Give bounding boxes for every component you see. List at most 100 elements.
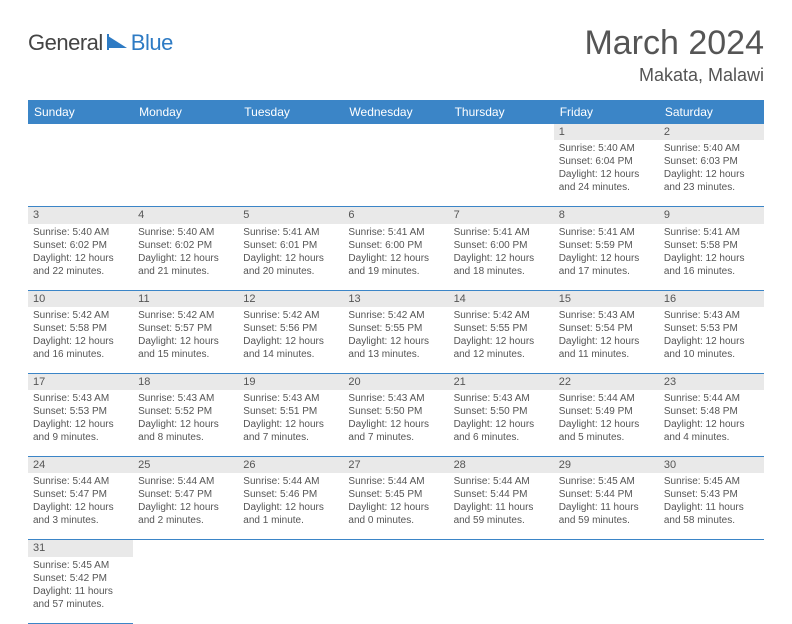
sunrise-line: Sunrise: 5:42 AM [348,309,443,322]
calendar-cell: 11Sunrise: 5:42 AMSunset: 5:57 PMDayligh… [133,290,238,373]
calendar-cell: 30Sunrise: 5:45 AMSunset: 5:43 PMDayligh… [659,457,764,540]
day-details: Sunrise: 5:45 AMSunset: 5:44 PMDaylight:… [554,473,659,539]
sunset-line: Sunset: 5:53 PM [664,322,759,335]
sunset-line: Sunset: 5:56 PM [243,322,338,335]
sunrise-line: Sunrise: 5:43 AM [454,392,549,405]
sunset-line: Sunset: 6:02 PM [33,239,128,252]
calendar-cell: 16Sunrise: 5:43 AMSunset: 5:53 PMDayligh… [659,290,764,373]
sunset-line: Sunset: 5:43 PM [664,488,759,501]
day-number: 23 [659,374,764,390]
daylight-line: Daylight: 12 hours and 21 minutes. [138,252,233,278]
day-details: Sunrise: 5:43 AMSunset: 5:53 PMDaylight:… [659,307,764,373]
sunrise-line: Sunrise: 5:45 AM [664,475,759,488]
sunset-line: Sunset: 5:50 PM [454,405,549,418]
day-number: 17 [28,374,133,390]
weekday-header: Saturday [659,100,764,124]
sunset-line: Sunset: 5:53 PM [33,405,128,418]
daylight-line: Daylight: 12 hours and 1 minute. [243,501,338,527]
sunset-line: Sunset: 5:55 PM [348,322,443,335]
sunrise-line: Sunrise: 5:43 AM [243,392,338,405]
calendar-cell: 5Sunrise: 5:41 AMSunset: 6:01 PMDaylight… [238,207,343,290]
sunrise-line: Sunrise: 5:40 AM [138,226,233,239]
sunset-line: Sunset: 5:55 PM [454,322,549,335]
sunrise-line: Sunrise: 5:43 AM [138,392,233,405]
day-details: Sunrise: 5:41 AMSunset: 6:01 PMDaylight:… [238,224,343,290]
calendar-cell [343,540,448,623]
calendar-cell: 28 Sunrise: 5:44 AMSunset: 5:44 PMDayligh… [449,457,554,540]
calendar-cell: 27Sunrise: 5:44 AMSunset: 5:45 PMDayligh… [343,457,448,540]
sunset-line: Sunset: 5:45 PM [348,488,443,501]
sunrise-line: Sunrise: 5:40 AM [664,142,759,155]
day-number: 28 [449,457,554,473]
sunset-line: Sunset: 5:52 PM [138,405,233,418]
daylight-line: Daylight: 12 hours and 6 minutes. [454,418,549,444]
sunrise-line: Sunrise: 5:44 AM [138,475,233,488]
calendar-header-row: SundayMondayTuesdayWednesdayThursdayFrid… [28,100,764,124]
calendar-week: 1Sunrise: 5:40 AMSunset: 6:04 PMDaylight… [28,124,764,207]
logo-text-general: General [28,30,103,56]
day-details: Sunrise: 5:41 AMSunset: 5:58 PMDaylight:… [659,224,764,290]
calendar-week: 10Sunrise: 5:42 AMSunset: 5:58 PMDayligh… [28,290,764,373]
daylight-line: Daylight: 12 hours and 9 minutes. [33,418,128,444]
location: Makata, Malawi [584,65,764,86]
day-details: Sunrise: 5:45 AMSunset: 5:43 PMDaylight:… [659,473,764,539]
daylight-line: Daylight: 11 hours and 59 minutes. [454,501,549,527]
day-number: 26 [238,457,343,473]
day-details: Sunrise: 5:41 AMSunset: 6:00 PMDaylight:… [449,224,554,290]
daylight-line: Daylight: 12 hours and 8 minutes. [138,418,233,444]
calendar-cell [449,124,554,207]
sunrise-line: Sunrise: 5:43 AM [33,392,128,405]
sunrise-line: Sunrise: 5:42 AM [138,309,233,322]
calendar-week: 3Sunrise: 5:40 AMSunset: 6:02 PMDaylight… [28,207,764,290]
sunrise-line: Sunrise: 5:41 AM [348,226,443,239]
calendar-cell: 1Sunrise: 5:40 AMSunset: 6:04 PMDaylight… [554,124,659,207]
sunset-line: Sunset: 5:57 PM [138,322,233,335]
sunrise-line: Sunrise: 5:41 AM [559,226,654,239]
sunrise-line: Sunrise: 5:44 AM [454,475,549,488]
day-details: Sunrise: 5:40 AMSunset: 6:04 PMDaylight:… [554,140,659,206]
sunrise-line: Sunrise: 5:42 AM [33,309,128,322]
day-number: 24 [28,457,133,473]
calendar-cell [238,124,343,207]
daylight-line: Daylight: 11 hours and 57 minutes. [33,585,128,611]
calendar-cell: 22Sunrise: 5:44 AMSunset: 5:49 PMDayligh… [554,373,659,456]
day-details: Sunrise: 5:41 AMSunset: 5:59 PMDaylight:… [554,224,659,290]
sunrise-line: Sunrise: 5:45 AM [559,475,654,488]
day-details: Sunrise: 5:44 AMSunset: 5:45 PMDaylight:… [343,473,448,539]
day-details: Sunrise: 5:45 AMSunset: 5:42 PMDaylight:… [28,557,133,623]
day-number: 8 [554,207,659,223]
flag-icon [107,34,129,55]
sunset-line: Sunset: 5:58 PM [664,239,759,252]
daylight-line: Daylight: 12 hours and 14 minutes. [243,335,338,361]
sunrise-line: Sunrise: 5:40 AM [33,226,128,239]
day-details: Sunrise: 5:40 AMSunset: 6:02 PMDaylight:… [28,224,133,290]
calendar-body: 1Sunrise: 5:40 AMSunset: 6:04 PMDaylight… [28,124,764,623]
day-number: 6 [343,207,448,223]
sunrise-line: Sunrise: 5:44 AM [559,392,654,405]
calendar-cell: 17 Sunrise: 5:43 AMSunset: 5:53 PMDayligh… [28,373,133,456]
sunset-line: Sunset: 5:48 PM [664,405,759,418]
sunrise-line: Sunrise: 5:42 AM [454,309,549,322]
sunset-line: Sunset: 5:44 PM [454,488,549,501]
sunset-line: Sunset: 5:50 PM [348,405,443,418]
calendar-cell: 3Sunrise: 5:40 AMSunset: 6:02 PMDaylight… [28,207,133,290]
daylight-line: Daylight: 12 hours and 24 minutes. [559,168,654,194]
daylight-line: Daylight: 12 hours and 20 minutes. [243,252,338,278]
sunrise-line: Sunrise: 5:41 AM [243,226,338,239]
day-details: Sunrise: 5:43 AMSunset: 5:50 PMDaylight:… [449,390,554,456]
day-number: 16 [659,291,764,307]
sunset-line: Sunset: 5:54 PM [559,322,654,335]
daylight-line: Daylight: 12 hours and 22 minutes. [33,252,128,278]
sunrise-line: Sunrise: 5:44 AM [348,475,443,488]
daylight-line: Daylight: 12 hours and 18 minutes. [454,252,549,278]
sunrise-line: Sunrise: 5:45 AM [33,559,128,572]
day-number: 5 [238,207,343,223]
calendar-cell: 26Sunrise: 5:44 AMSunset: 5:46 PMDayligh… [238,457,343,540]
day-number: 13 [343,291,448,307]
calendar-cell: 23Sunrise: 5:44 AMSunset: 5:48 PMDayligh… [659,373,764,456]
day-details: Sunrise: 5:42 AMSunset: 5:55 PMDaylight:… [449,307,554,373]
calendar-cell: 12Sunrise: 5:42 AMSunset: 5:56 PMDayligh… [238,290,343,373]
calendar-cell [343,124,448,207]
day-details: Sunrise: 5:40 AMSunset: 6:02 PMDaylight:… [133,224,238,290]
sunrise-line: Sunrise: 5:44 AM [664,392,759,405]
